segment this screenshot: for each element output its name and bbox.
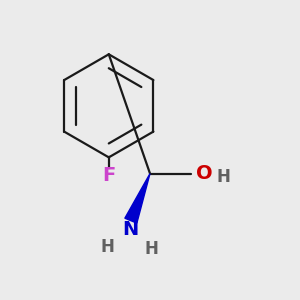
- Text: F: F: [102, 166, 116, 184]
- Polygon shape: [125, 174, 150, 223]
- Text: N: N: [123, 220, 139, 239]
- Text: H: H: [145, 240, 158, 258]
- Text: H: H: [100, 238, 114, 256]
- Text: H: H: [217, 167, 230, 185]
- Text: O: O: [196, 164, 213, 183]
